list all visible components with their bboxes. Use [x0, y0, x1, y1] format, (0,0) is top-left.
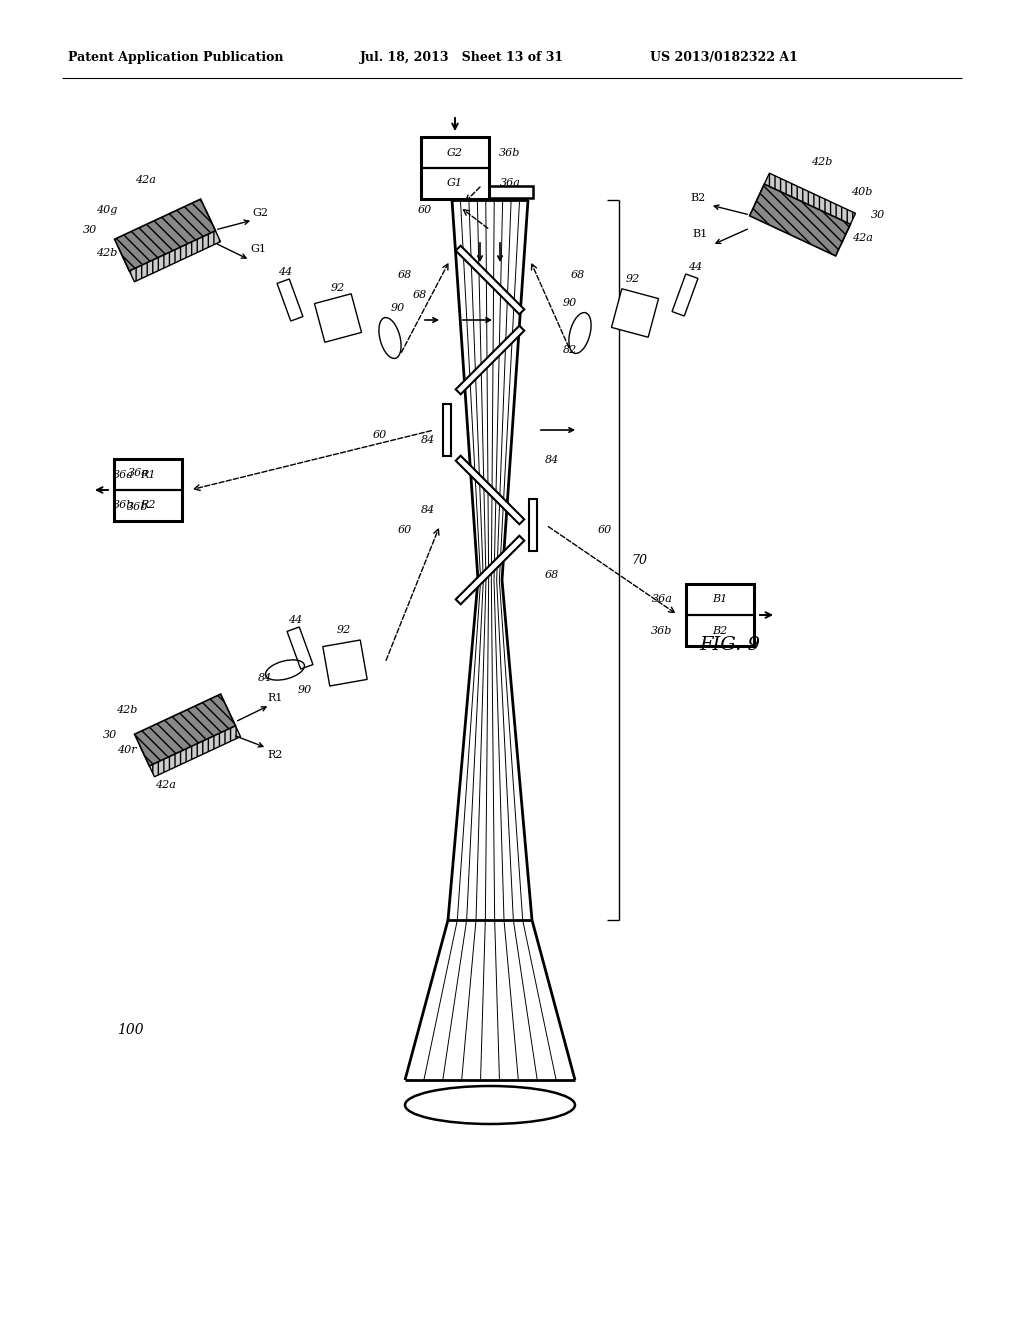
Text: 42a: 42a	[155, 780, 175, 789]
Polygon shape	[120, 210, 220, 281]
Text: 30: 30	[83, 224, 97, 235]
Text: 84: 84	[421, 506, 435, 515]
Polygon shape	[443, 404, 451, 455]
Polygon shape	[456, 326, 524, 395]
Text: FIG. 9: FIG. 9	[699, 636, 761, 653]
Text: 68: 68	[413, 290, 427, 300]
Polygon shape	[314, 294, 361, 342]
Text: 60: 60	[598, 525, 612, 535]
Polygon shape	[456, 455, 524, 524]
Text: 68: 68	[398, 271, 412, 280]
Text: 84: 84	[421, 436, 435, 445]
Text: 42a: 42a	[134, 176, 156, 185]
Text: 36b: 36b	[651, 626, 673, 635]
Text: 36b: 36b	[127, 503, 148, 512]
Text: 42a: 42a	[852, 234, 872, 243]
Text: 90: 90	[391, 304, 406, 313]
Text: B2: B2	[690, 193, 706, 203]
Text: 84: 84	[545, 455, 559, 465]
Text: 70: 70	[631, 553, 647, 566]
Text: B2: B2	[713, 626, 728, 635]
Polygon shape	[114, 459, 182, 521]
Text: 60: 60	[398, 525, 412, 535]
Text: 36a: 36a	[500, 178, 520, 187]
Text: 92: 92	[626, 275, 640, 284]
Polygon shape	[672, 275, 698, 315]
Polygon shape	[115, 199, 215, 271]
Text: 36a: 36a	[113, 470, 134, 479]
Text: 44: 44	[288, 615, 302, 624]
Text: R2: R2	[140, 500, 156, 511]
Polygon shape	[686, 583, 754, 645]
Text: B1: B1	[692, 228, 708, 239]
Text: G1: G1	[250, 244, 266, 253]
Text: G1: G1	[447, 178, 463, 189]
Text: 92: 92	[337, 624, 351, 635]
Polygon shape	[447, 186, 532, 198]
Text: 60: 60	[418, 205, 432, 215]
Polygon shape	[755, 173, 855, 246]
Text: 44: 44	[688, 261, 702, 272]
Text: 42b: 42b	[811, 157, 833, 168]
Polygon shape	[456, 536, 524, 605]
Text: 92: 92	[331, 282, 345, 293]
Text: 30: 30	[870, 210, 885, 220]
Text: Patent Application Publication: Patent Application Publication	[68, 51, 284, 65]
Polygon shape	[134, 694, 236, 766]
Text: 30: 30	[102, 730, 117, 741]
Text: R1: R1	[267, 693, 283, 704]
Text: 40b: 40b	[851, 187, 872, 197]
Text: 36a: 36a	[651, 594, 673, 605]
Text: 44: 44	[278, 267, 292, 277]
Text: B1: B1	[713, 594, 728, 605]
Text: 68: 68	[570, 271, 585, 280]
Text: 36b: 36b	[113, 500, 134, 511]
Text: 90: 90	[298, 685, 312, 696]
Polygon shape	[323, 640, 368, 686]
Text: 100: 100	[117, 1023, 143, 1038]
Polygon shape	[456, 246, 524, 314]
Text: 42b: 42b	[96, 248, 118, 257]
Polygon shape	[287, 627, 313, 669]
Text: 36b: 36b	[500, 148, 520, 158]
Text: G2: G2	[252, 209, 268, 218]
Text: Jul. 18, 2013   Sheet 13 of 31: Jul. 18, 2013 Sheet 13 of 31	[360, 51, 564, 65]
Polygon shape	[750, 183, 851, 256]
Text: R1: R1	[140, 470, 156, 479]
Text: R2: R2	[267, 750, 283, 760]
Text: G2: G2	[447, 148, 463, 157]
Text: 40g: 40g	[96, 205, 118, 215]
Text: 42b: 42b	[117, 705, 137, 715]
Text: 36a: 36a	[128, 467, 148, 478]
Polygon shape	[611, 289, 658, 337]
Text: 82: 82	[563, 345, 578, 355]
Text: 68: 68	[545, 570, 559, 579]
Polygon shape	[529, 499, 537, 550]
Polygon shape	[139, 705, 241, 776]
Polygon shape	[421, 137, 489, 199]
Text: 90: 90	[563, 298, 578, 308]
Text: 84: 84	[258, 673, 272, 682]
Text: US 2013/0182322 A1: US 2013/0182322 A1	[650, 51, 798, 65]
Text: 60: 60	[373, 430, 387, 440]
Polygon shape	[278, 279, 303, 321]
Text: 40r: 40r	[117, 744, 137, 755]
